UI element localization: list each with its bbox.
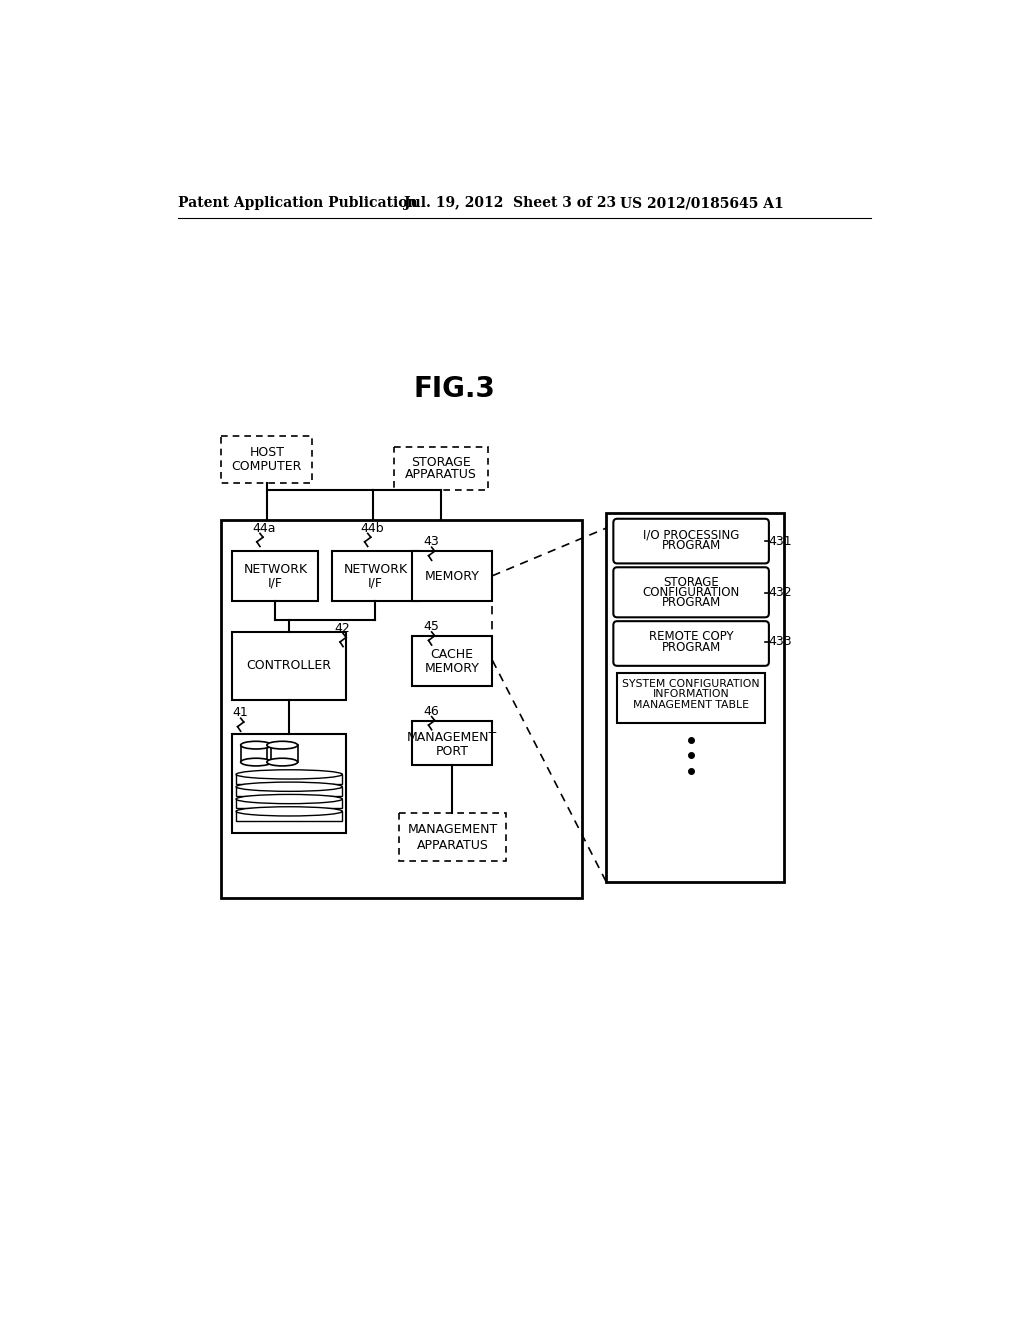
Text: 431: 431 xyxy=(768,535,792,548)
Text: 45: 45 xyxy=(423,620,439,634)
Bar xyxy=(617,673,765,723)
Text: I/F: I/F xyxy=(368,577,383,590)
Text: PROGRAM: PROGRAM xyxy=(662,640,721,653)
Text: INFORMATION: INFORMATION xyxy=(652,689,729,700)
Text: APPARATUS: APPARATUS xyxy=(417,838,488,851)
Text: CONTROLLER: CONTROLLER xyxy=(247,659,332,672)
Text: I/O PROCESSING: I/O PROCESSING xyxy=(643,528,739,541)
Bar xyxy=(398,813,506,861)
FancyBboxPatch shape xyxy=(613,568,769,618)
Text: US 2012/0185645 A1: US 2012/0185645 A1 xyxy=(620,197,783,210)
Text: 432: 432 xyxy=(768,586,792,599)
Text: STORAGE: STORAGE xyxy=(664,576,719,589)
Text: 46: 46 xyxy=(423,705,439,718)
Text: MANAGEMENT: MANAGEMENT xyxy=(408,824,498,837)
Text: FIG.3: FIG.3 xyxy=(413,375,495,404)
Text: I/F: I/F xyxy=(268,577,283,590)
Bar xyxy=(606,512,783,882)
Text: MEMORY: MEMORY xyxy=(425,570,479,582)
Text: MANAGEMENT TABLE: MANAGEMENT TABLE xyxy=(633,700,750,710)
Bar xyxy=(221,520,582,898)
Text: 433: 433 xyxy=(768,635,792,648)
Text: STORAGE: STORAGE xyxy=(411,455,471,469)
Text: PORT: PORT xyxy=(435,744,469,758)
FancyBboxPatch shape xyxy=(613,622,769,665)
Ellipse shape xyxy=(241,758,271,766)
Bar xyxy=(232,632,346,700)
Text: COMPUTER: COMPUTER xyxy=(231,459,302,473)
Text: PROGRAM: PROGRAM xyxy=(662,597,721,610)
Text: 42: 42 xyxy=(335,622,350,635)
Text: HOST: HOST xyxy=(250,446,285,459)
Text: 43: 43 xyxy=(423,536,439,548)
FancyBboxPatch shape xyxy=(613,519,769,564)
Text: 41: 41 xyxy=(232,706,248,719)
Text: 44a: 44a xyxy=(252,521,275,535)
Bar xyxy=(237,787,342,796)
Text: PROGRAM: PROGRAM xyxy=(662,539,721,552)
Ellipse shape xyxy=(241,742,271,748)
Text: APPARATUS: APPARATUS xyxy=(404,469,477,482)
Bar xyxy=(412,552,493,601)
Ellipse shape xyxy=(237,795,342,804)
Ellipse shape xyxy=(267,742,298,748)
Text: SYSTEM CONFIGURATION: SYSTEM CONFIGURATION xyxy=(623,678,760,689)
Bar xyxy=(221,436,312,483)
Bar xyxy=(412,636,493,686)
Text: MEMORY: MEMORY xyxy=(425,661,479,675)
Bar xyxy=(333,552,419,601)
Bar xyxy=(237,799,342,808)
Text: MANAGEMENT: MANAGEMENT xyxy=(407,731,498,744)
Bar xyxy=(232,734,346,833)
Ellipse shape xyxy=(237,781,342,792)
Bar xyxy=(412,721,493,766)
Bar xyxy=(237,775,342,784)
Bar xyxy=(232,552,318,601)
Bar xyxy=(394,447,487,490)
Text: NETWORK: NETWORK xyxy=(343,564,408,576)
Text: Jul. 19, 2012  Sheet 3 of 23: Jul. 19, 2012 Sheet 3 of 23 xyxy=(403,197,616,210)
Ellipse shape xyxy=(267,758,298,766)
Text: CACHE: CACHE xyxy=(430,648,473,661)
Text: CONFIGURATION: CONFIGURATION xyxy=(642,586,739,599)
Ellipse shape xyxy=(237,770,342,779)
Text: 44b: 44b xyxy=(360,521,384,535)
Text: REMOTE COPY: REMOTE COPY xyxy=(649,630,733,643)
Bar xyxy=(237,812,342,821)
Ellipse shape xyxy=(237,807,342,816)
Text: NETWORK: NETWORK xyxy=(244,564,307,576)
Text: Patent Application Publication: Patent Application Publication xyxy=(178,197,418,210)
